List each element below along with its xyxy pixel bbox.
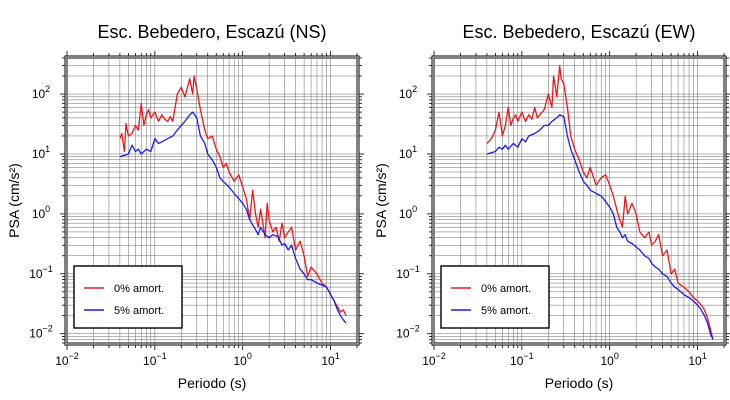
y-tick-label: 10−2 bbox=[396, 324, 420, 341]
chart-title: Esc. Bebedero, Escazú (EW) bbox=[462, 22, 695, 42]
series-line-damping-0 bbox=[486, 64, 714, 340]
x-tick-label: 10−1 bbox=[510, 351, 534, 368]
legend-label: 0% amort. bbox=[481, 283, 531, 295]
x-tick-label: 101 bbox=[688, 351, 706, 368]
legend: 0% amort. 5% amort. bbox=[440, 265, 550, 329]
y-axis-label: PSA (cm/s²) bbox=[6, 163, 22, 238]
y-tick-label: 10−2 bbox=[29, 324, 53, 341]
y-tick-label: 101 bbox=[399, 144, 417, 161]
y-axis-label: PSA (cm/s²) bbox=[373, 163, 389, 238]
x-tick-label: 10−2 bbox=[55, 351, 79, 368]
x-axis-label: Periodo (s) bbox=[178, 375, 246, 391]
legend-label: 0% amort. bbox=[114, 283, 164, 295]
y-tick-label: 100 bbox=[399, 204, 417, 221]
chart-panel-1: 10−2 10−1 100 101 10−2 10−1 100 101 102 Esc. Bebe… bbox=[6, 22, 364, 391]
x-axis-label: Periodo (s) bbox=[545, 375, 613, 391]
chart-title: Esc. Bebedero, Escazú (NS) bbox=[97, 22, 326, 42]
legend-label: 5% amort. bbox=[114, 305, 164, 317]
y-tick-label: 100 bbox=[32, 204, 50, 221]
y-tick-label: 101 bbox=[32, 144, 50, 161]
x-tick-label: 100 bbox=[234, 351, 252, 368]
chart-panel-2: 10−2 10−1 100 101 10−2 10−1 100 101 102 Esc. Bebe… bbox=[373, 22, 730, 391]
series-line-damping-5 bbox=[119, 111, 347, 324]
x-tick-label: 10−1 bbox=[143, 351, 167, 368]
axis-ticks bbox=[427, 51, 730, 350]
legend: 0% amort. 5% amort. bbox=[73, 265, 183, 329]
legend-label: 5% amort. bbox=[481, 305, 531, 317]
x-tick-label: 101 bbox=[321, 351, 339, 368]
series-line-damping-0 bbox=[119, 75, 347, 316]
grid-lines bbox=[433, 57, 725, 344]
y-tick-label: 10−1 bbox=[29, 264, 53, 281]
axis-ticks bbox=[60, 51, 364, 350]
x-tick-label: 10−2 bbox=[422, 351, 446, 368]
series-line-damping-5 bbox=[486, 114, 714, 340]
x-tick-label: 100 bbox=[601, 351, 619, 368]
y-tick-label: 102 bbox=[32, 84, 50, 101]
y-tick-label: 102 bbox=[399, 84, 417, 101]
legend-box bbox=[440, 265, 550, 329]
y-tick-label: 10−1 bbox=[396, 264, 420, 281]
legend-box bbox=[73, 265, 183, 329]
